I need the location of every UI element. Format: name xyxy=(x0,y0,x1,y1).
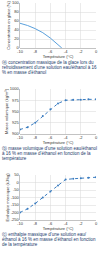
svg-text:0: 0 xyxy=(16,45,19,50)
svg-text:Température (°C): Température (°C) xyxy=(43,226,74,231)
svg-text:-100: -100 xyxy=(11,195,20,200)
svg-text:-200: -200 xyxy=(11,210,20,215)
svg-text:Température (°C): Température (°C) xyxy=(43,54,74,59)
svg-text:-6: -6 xyxy=(49,221,53,226)
svg-text:-2: -2 xyxy=(79,221,83,226)
svg-text:-4: -4 xyxy=(64,221,68,226)
svg-text:-4: -4 xyxy=(64,49,68,54)
svg-text:40: 40 xyxy=(14,27,19,32)
svg-text:-50: -50 xyxy=(13,187,20,192)
html-text:ⓑ masse volumique d'une soluti: ⓑ masse volumique d'une solution eau/éth… xyxy=(2,146,97,162)
svg-text:100: 100 xyxy=(12,0,19,5)
svg-text:Masse volumique (kg/m³): Masse volumique (kg/m³) xyxy=(4,88,9,134)
svg-text:0: 0 xyxy=(95,135,98,140)
svg-text:Température (°C): Température (°C) xyxy=(43,140,74,145)
svg-text:-8: -8 xyxy=(33,221,37,226)
svg-text:-4: -4 xyxy=(64,135,68,140)
svg-text:925: 925 xyxy=(12,120,19,125)
svg-text:1000: 1000 xyxy=(10,86,20,91)
svg-text:80: 80 xyxy=(14,9,19,14)
svg-text:-10: -10 xyxy=(17,135,24,140)
svg-text:-10: -10 xyxy=(17,221,24,226)
svg-text:-150: -150 xyxy=(11,202,20,207)
html-text:ⓐ concentration massique de la: ⓐ concentration massique de la glace lor… xyxy=(2,60,97,76)
svg-text:-6: -6 xyxy=(49,49,53,54)
svg-text:20: 20 xyxy=(14,36,19,41)
svg-text:Concentration en glace (%): Concentration en glace (%) xyxy=(6,1,11,50)
html-text:ⓒ enthalpie massique d'une sol: ⓒ enthalpie massique d'une solution eau/… xyxy=(2,232,96,248)
svg-text:-8: -8 xyxy=(33,135,37,140)
svg-text:60: 60 xyxy=(14,18,19,23)
svg-text:-2: -2 xyxy=(79,49,83,54)
svg-text:-250: -250 xyxy=(11,217,20,222)
svg-text:-2: -2 xyxy=(79,135,83,140)
svg-text:-8: -8 xyxy=(33,49,37,54)
svg-text:-6: -6 xyxy=(49,135,53,140)
svg-text:950: 950 xyxy=(12,109,19,114)
svg-text:975: 975 xyxy=(12,98,19,103)
svg-text:-10: -10 xyxy=(17,49,24,54)
svg-text:0: 0 xyxy=(16,180,19,185)
svg-text:0: 0 xyxy=(95,49,98,54)
svg-text:Enthalpie massique (kJ/kg): Enthalpie massique (kJ/kg) xyxy=(5,173,10,222)
svg-text:50: 50 xyxy=(14,172,19,177)
svg-text:900: 900 xyxy=(12,131,19,136)
svg-text:0: 0 xyxy=(95,221,98,226)
